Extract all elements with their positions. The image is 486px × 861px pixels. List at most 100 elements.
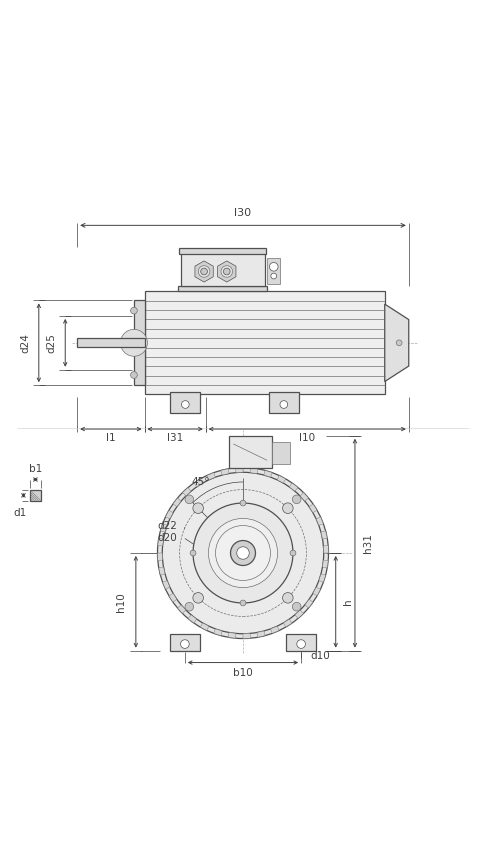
Text: d25: d25 xyxy=(47,333,57,353)
Circle shape xyxy=(269,263,278,271)
Text: 45°: 45° xyxy=(192,477,210,486)
Polygon shape xyxy=(264,470,272,477)
Text: l10: l10 xyxy=(299,433,315,443)
Bar xyxy=(77,338,144,347)
Polygon shape xyxy=(207,473,215,480)
Bar xyxy=(171,392,200,412)
Polygon shape xyxy=(289,483,298,491)
Polygon shape xyxy=(271,626,279,634)
Polygon shape xyxy=(321,531,327,539)
Circle shape xyxy=(193,503,293,603)
Text: b1: b1 xyxy=(29,464,42,474)
Circle shape xyxy=(297,640,305,648)
Polygon shape xyxy=(257,631,265,637)
Bar xyxy=(269,392,299,412)
Bar xyxy=(180,251,264,287)
Bar xyxy=(170,634,200,651)
Circle shape xyxy=(157,468,329,639)
Circle shape xyxy=(181,400,189,408)
Polygon shape xyxy=(221,468,229,475)
Circle shape xyxy=(215,525,271,580)
Polygon shape xyxy=(188,615,197,623)
Text: d1: d1 xyxy=(14,508,27,518)
Polygon shape xyxy=(173,498,181,507)
Circle shape xyxy=(131,372,138,378)
Polygon shape xyxy=(250,468,258,474)
Circle shape xyxy=(396,340,402,346)
Circle shape xyxy=(193,503,204,513)
Text: h10: h10 xyxy=(117,592,126,611)
Circle shape xyxy=(237,547,249,560)
Text: d22: d22 xyxy=(157,522,177,531)
Text: h31: h31 xyxy=(364,533,373,553)
Polygon shape xyxy=(305,599,313,608)
Polygon shape xyxy=(319,574,326,582)
Polygon shape xyxy=(323,546,329,553)
Polygon shape xyxy=(313,587,320,596)
Polygon shape xyxy=(300,492,309,501)
Polygon shape xyxy=(243,634,250,639)
Text: d20: d20 xyxy=(157,533,177,542)
Circle shape xyxy=(131,307,138,314)
Polygon shape xyxy=(214,629,222,635)
Polygon shape xyxy=(177,605,186,614)
Circle shape xyxy=(290,550,296,556)
Circle shape xyxy=(282,592,293,604)
Polygon shape xyxy=(158,538,163,546)
Circle shape xyxy=(185,495,193,504)
Circle shape xyxy=(121,330,147,356)
Circle shape xyxy=(208,518,278,587)
Bar xyxy=(144,291,385,394)
Polygon shape xyxy=(316,517,323,525)
Polygon shape xyxy=(157,553,163,561)
Polygon shape xyxy=(277,475,286,483)
Polygon shape xyxy=(169,593,177,602)
Text: l30: l30 xyxy=(234,208,252,218)
Text: l1: l1 xyxy=(106,433,116,443)
Polygon shape xyxy=(160,523,167,532)
Circle shape xyxy=(293,603,301,611)
Polygon shape xyxy=(200,623,209,630)
Polygon shape xyxy=(309,504,317,512)
Circle shape xyxy=(230,541,256,566)
Circle shape xyxy=(240,600,246,606)
Polygon shape xyxy=(159,567,165,575)
Circle shape xyxy=(181,640,189,648)
Circle shape xyxy=(280,400,288,408)
Polygon shape xyxy=(195,261,213,282)
Text: b10: b10 xyxy=(233,668,253,678)
Bar xyxy=(286,634,316,651)
Polygon shape xyxy=(166,511,173,519)
Polygon shape xyxy=(183,487,191,496)
Circle shape xyxy=(240,500,246,506)
Circle shape xyxy=(162,473,324,634)
Circle shape xyxy=(271,273,277,279)
Bar xyxy=(272,443,290,463)
Polygon shape xyxy=(163,580,170,589)
Bar xyxy=(267,257,280,284)
Bar xyxy=(228,436,272,468)
Circle shape xyxy=(193,592,204,604)
Polygon shape xyxy=(236,468,243,473)
Polygon shape xyxy=(385,304,409,381)
Polygon shape xyxy=(228,633,236,638)
Bar xyxy=(134,300,144,385)
Text: h: h xyxy=(343,598,353,605)
Text: d24: d24 xyxy=(20,333,30,353)
Bar xyxy=(179,249,266,254)
Circle shape xyxy=(185,603,193,611)
Bar xyxy=(30,490,41,500)
Circle shape xyxy=(221,266,232,277)
Polygon shape xyxy=(295,610,303,618)
Circle shape xyxy=(224,268,230,275)
Circle shape xyxy=(293,495,301,504)
Circle shape xyxy=(282,503,293,513)
Text: d10: d10 xyxy=(311,651,330,661)
Text: l31: l31 xyxy=(167,433,183,443)
Polygon shape xyxy=(283,619,292,627)
Polygon shape xyxy=(194,479,203,487)
Polygon shape xyxy=(323,560,328,568)
Circle shape xyxy=(198,266,210,277)
Circle shape xyxy=(190,550,196,556)
Polygon shape xyxy=(218,261,236,282)
